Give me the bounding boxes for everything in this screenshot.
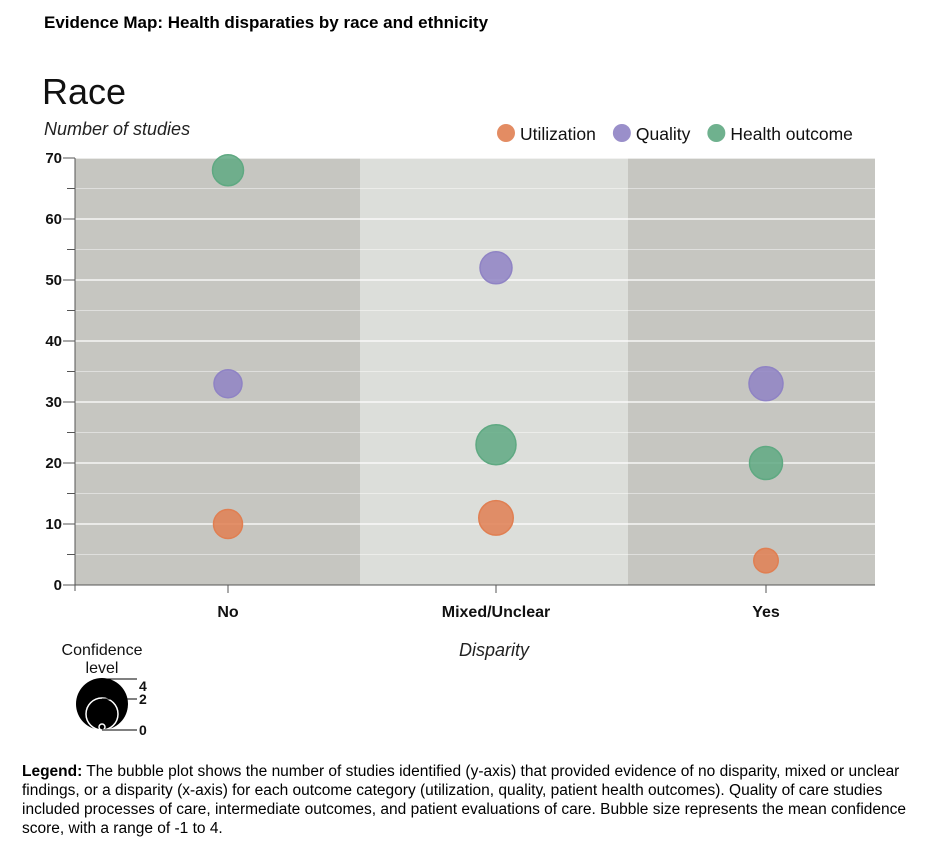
size-legend-tick-label: 2 (139, 691, 147, 707)
bubble-utilization (753, 547, 779, 574)
size-legend-title-line2: level (86, 660, 119, 677)
caption-text: The bubble plot shows the number of stud… (22, 763, 907, 837)
chart-title: Race (42, 71, 126, 112)
legend-label: Utilization (520, 124, 596, 144)
y-tick-label: 50 (45, 272, 62, 289)
y-tick-label: 70 (45, 150, 62, 167)
bubble-chart: Race Number of studies Utilization Qualit… (42, 71, 875, 738)
grid-lines (75, 157, 875, 555)
size-legend-tick-label: 4 (139, 678, 147, 694)
legend-marker (497, 124, 515, 142)
chart-legend: Utilization Quality Health outcome (497, 124, 853, 144)
figure-caption: Legend: The bubble plot shows the number… (22, 762, 912, 838)
y-tick-label: 20 (45, 455, 62, 472)
caption-label: Legend: (22, 763, 83, 780)
size-legend-title-line1: Confidence (62, 642, 143, 659)
confidence-size-legend: Confidence level 42 0 (62, 642, 147, 738)
x-tick-label: No (217, 604, 239, 621)
y-tick-label: 10 (45, 516, 62, 533)
bubble-health-outcome (211, 153, 245, 187)
bubble-utilization (478, 499, 514, 536)
bubbles (211, 153, 784, 574)
bubble-quality (748, 365, 784, 402)
legend-label: Quality (636, 124, 691, 144)
size-legend-tick-label: 0 (139, 722, 147, 738)
x-axis-title: Disparity (459, 640, 530, 660)
legend-marker (707, 124, 726, 142)
x-tick-label: Mixed/Unclear (442, 604, 550, 621)
y-axis: 0 10 20 30 40 50 60 70 (45, 150, 76, 594)
y-tick-label: 0 (54, 577, 62, 594)
y-tick-label: 30 (45, 394, 62, 411)
bubble-utilization (212, 508, 244, 540)
bubble-quality (213, 368, 243, 399)
bubble-health-outcome (475, 423, 517, 466)
page-title: Evidence Map: Health disparaties by race… (44, 13, 489, 32)
y-tick-label: 40 (45, 333, 62, 350)
legend-label: Health outcome (730, 124, 853, 144)
legend-marker (612, 124, 631, 142)
y-tick-label: 60 (45, 211, 62, 228)
y-axis-title: Number of studies (44, 119, 190, 139)
bubble-health-outcome (748, 445, 784, 481)
bubble-quality (479, 251, 513, 285)
x-axis: No Mixed/Unclear Yes (75, 584, 875, 621)
x-tick-label: Yes (752, 604, 780, 621)
size-legend-circle (98, 723, 106, 731)
